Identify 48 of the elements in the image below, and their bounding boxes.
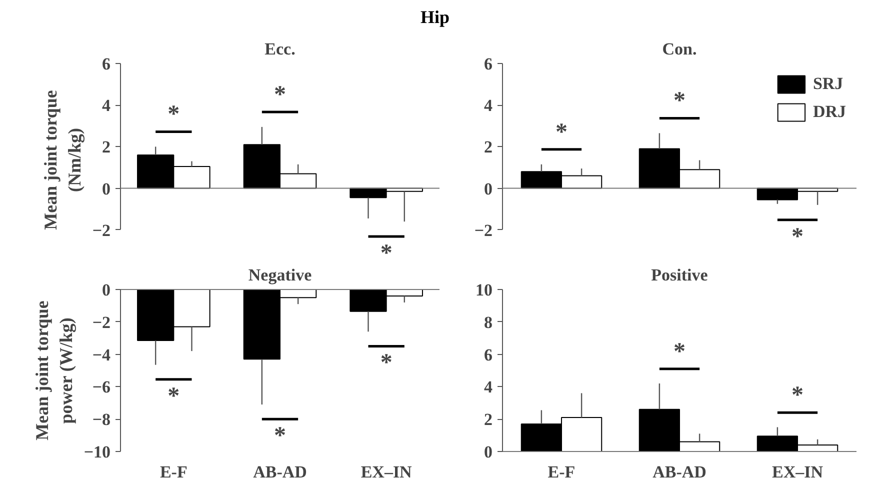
- annotation: *: [792, 224, 804, 250]
- y-tick-label: 2: [102, 138, 110, 157]
- y-tick-label: 4: [484, 378, 493, 397]
- y-tick-label: 2: [484, 410, 492, 430]
- y-tick-label: 0: [102, 179, 110, 198]
- text: Hip: [420, 6, 450, 29]
- y-tick-label: 0: [484, 179, 492, 198]
- legend-label: SRJ: [812, 74, 844, 94]
- annotation: *: [168, 102, 180, 128]
- annotation: *: [380, 350, 392, 376]
- annotation: *: [274, 423, 286, 450]
- y-tick-label: 8: [484, 312, 492, 332]
- y-tick-label: 4: [484, 96, 493, 116]
- legend-label: DRJ: [812, 102, 846, 122]
- chart-title: Con.: [662, 40, 697, 58]
- y-tick-label: −2: [92, 312, 110, 332]
- chart-title: Negative: [248, 266, 312, 284]
- x-tick-label: E-F: [160, 462, 188, 482]
- y-tick-label: 6: [484, 345, 492, 364]
- y-tick-label: −2: [474, 220, 492, 240]
- y-tick-label: −10: [84, 442, 110, 462]
- y-tick-label: 2: [484, 138, 492, 157]
- y-axis-title: Mean joint torque (Nm/kg): [40, 90, 84, 230]
- x-tick-label: EX–IN: [360, 462, 413, 482]
- y-tick-label: 6: [102, 54, 110, 74]
- y-tick-label: 0: [102, 280, 110, 300]
- annotation: *: [556, 119, 568, 146]
- y-tick-label: 4: [102, 96, 111, 116]
- y-tick-label: −2: [92, 220, 110, 240]
- annotation: *: [168, 383, 180, 410]
- x-tick-label: E-F: [548, 462, 576, 482]
- y-axis-title: Mean joint torque power (W/kg): [32, 300, 76, 440]
- y-tick-label: 10: [476, 280, 492, 300]
- x-tick-label: AB-AD: [253, 462, 307, 482]
- annotation: *: [674, 338, 686, 365]
- chart-title: Ecc.: [264, 40, 296, 58]
- annotation: *: [792, 382, 804, 409]
- annotation: *: [274, 82, 286, 108]
- chart-title: Positive: [651, 266, 708, 284]
- y-tick-label: 6: [484, 54, 492, 74]
- text: *: [380, 240, 392, 267]
- x-tick-label: EX–IN: [772, 462, 824, 482]
- y-tick-label: −8: [92, 410, 110, 430]
- y-tick-label: −6: [92, 378, 110, 397]
- x-tick-label: AB-AD: [652, 462, 706, 482]
- annotation: *: [674, 88, 686, 114]
- y-tick-label: −4: [92, 345, 111, 364]
- y-tick-label: 0: [484, 442, 492, 462]
